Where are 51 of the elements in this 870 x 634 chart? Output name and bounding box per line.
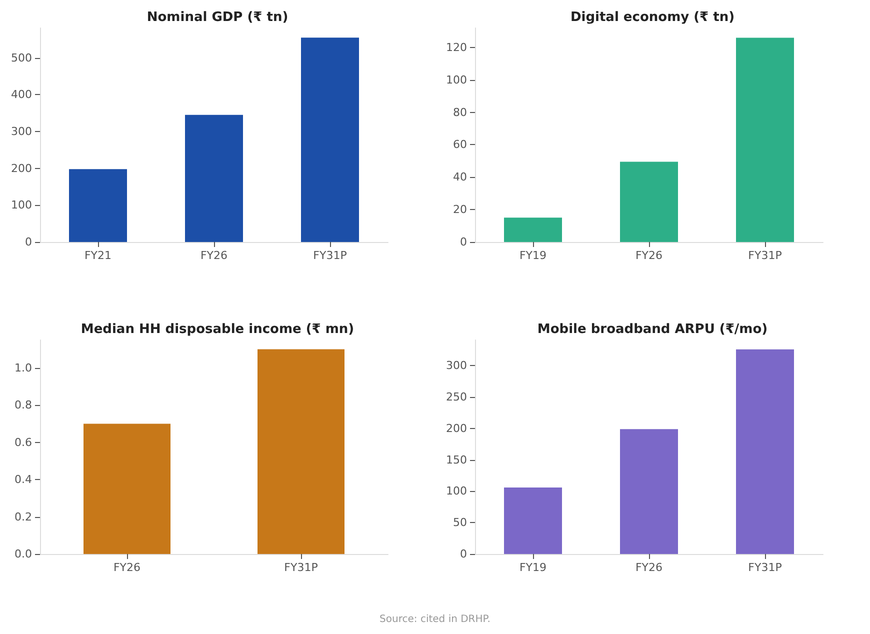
bar [620, 162, 678, 242]
y-tick-label: 100 [446, 484, 467, 498]
y-tick-label: 0 [25, 236, 32, 248]
source-note: Source: cited in DRHP. [378, 614, 492, 625]
x-tick-label: FY21 [84, 249, 112, 262]
chart-title: Digital economy (₹ tn) [570, 10, 735, 25]
bar [69, 169, 127, 242]
y-tick-label: 0 [460, 236, 467, 248]
x-tick-label: FY31P [748, 249, 782, 262]
y-tick-label: 0.4 [14, 473, 32, 486]
bar [620, 429, 678, 554]
y-tick-label: 0 [460, 548, 467, 560]
bar [504, 487, 562, 554]
y-tick-label: 400 [11, 88, 32, 102]
y-tick-label: 60 [453, 138, 467, 152]
y-tick-label: 500 [11, 51, 32, 64]
y-tick-label: 0.6 [14, 436, 32, 449]
y-tick-label: 0.2 [14, 510, 32, 524]
x-tick-label: FY31P [748, 561, 782, 574]
x-tick-label: FY31P [284, 561, 318, 574]
bar [185, 114, 243, 242]
bar [736, 38, 794, 242]
chart-title: Nominal GDP (₹ tn) [146, 10, 288, 25]
bar [736, 349, 794, 554]
y-tick-label: 200 [446, 422, 467, 435]
y-tick-label: 20 [453, 203, 467, 216]
y-tick-label: 40 [453, 170, 467, 184]
bar [301, 38, 359, 242]
x-tick-label: FY26 [113, 561, 141, 574]
x-tick-label: FY26 [200, 249, 228, 262]
y-tick-label: 80 [453, 106, 467, 119]
y-tick-label: 300 [11, 125, 32, 138]
y-tick-label: 200 [11, 162, 32, 175]
chart-title: Median HH disposable income (₹ mn) [80, 322, 354, 337]
x-tick-label: FY31P [313, 249, 348, 262]
y-tick-label: 100 [11, 198, 32, 212]
y-tick-label: 100 [446, 73, 467, 86]
y-tick-label: 1.0 [14, 361, 32, 374]
x-tick-label: FY19 [519, 249, 547, 262]
x-tick-label: FY26 [635, 561, 663, 574]
y-tick-label: 250 [446, 390, 467, 404]
x-tick-label: FY19 [519, 561, 547, 574]
y-tick-label: 50 [453, 516, 467, 530]
y-tick-label: 150 [446, 453, 467, 466]
chart-title: Mobile broadband ARPU (₹/mo) [537, 322, 768, 337]
y-tick-label: 300 [446, 359, 467, 372]
y-tick-label: 0.8 [14, 398, 32, 412]
y-tick-label: 120 [446, 40, 467, 54]
bar [504, 218, 562, 242]
x-tick-label: FY26 [635, 249, 663, 262]
y-tick-label: 0.0 [14, 548, 32, 560]
